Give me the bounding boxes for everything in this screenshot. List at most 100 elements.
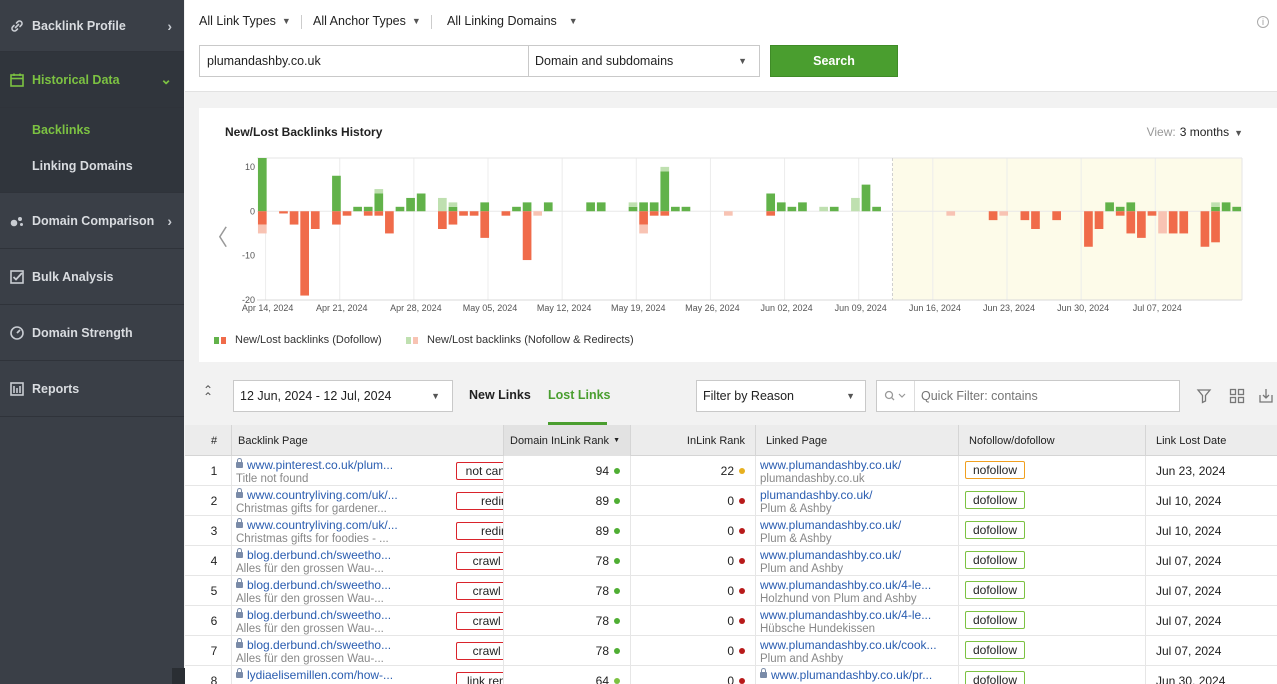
- x-tick-label: Jun 02, 2024: [761, 303, 813, 313]
- backlink-url-link[interactable]: blog.derbund.ch/sweetho...: [236, 608, 391, 622]
- linking-domains-dropdown[interactable]: All Linking Domains ▼: [447, 14, 578, 28]
- table-row[interactable]: 4 blog.derbund.ch/sweetho... Alles für den…: [185, 546, 1277, 576]
- tab-lost-links[interactable]: Lost Links: [548, 388, 611, 402]
- backlink-url-link[interactable]: www.countryliving.com/uk/...: [236, 518, 398, 532]
- funnel-icon[interactable]: [1194, 386, 1214, 406]
- domain-rank-value: 78: [595, 644, 609, 658]
- nav-domain-comparison[interactable]: Domain Comparison ›: [0, 193, 184, 249]
- backlink-url-link[interactable]: lydiaelisemillen.com/how-...: [236, 668, 393, 682]
- highlight-region: [892, 158, 1242, 300]
- col-header-inlink-rank[interactable]: InLink Rank: [631, 425, 756, 456]
- bar-lost-dofollow: [1020, 211, 1030, 221]
- anchor-types-dropdown[interactable]: All Anchor Types ▼: [313, 14, 421, 28]
- linked-url-link[interactable]: www.plumandashby.co.uk/4-le...: [760, 578, 931, 592]
- subnav-linking-domains[interactable]: Linking Domains: [32, 159, 133, 173]
- nav-label: Domain Comparison: [32, 213, 155, 228]
- bar-new-dofollow: [1115, 206, 1125, 212]
- lost-date-cell: Jul 07, 2024: [1146, 606, 1277, 636]
- table-row[interactable]: 8 lydiaelisemillen.com/how-... link remove…: [185, 666, 1277, 684]
- lost-reason-badge: redirect: [456, 492, 503, 510]
- rank-indicator-dot: [614, 678, 620, 684]
- backlink-title: Alles für den grossen Wau-...: [236, 563, 384, 575]
- lost-date-cell: Jul 07, 2024: [1146, 636, 1277, 666]
- backlink-url: blog.derbund.ch/sweetho...: [247, 608, 392, 622]
- date-range-dropdown[interactable]: 12 Jun, 2024 - 12 Jul, 2024 ▼: [233, 380, 453, 412]
- view-period-dropdown[interactable]: View: 3 months ▼: [1147, 125, 1243, 139]
- rank-indicator-dot: [739, 588, 745, 594]
- nav-reports[interactable]: Reports: [0, 361, 184, 417]
- collapse-chart-icon[interactable]: ⌃ ⌃: [203, 383, 214, 404]
- linked-url-link[interactable]: www.plumandashby.co.uk/cook...: [760, 638, 937, 652]
- table-row[interactable]: 6 blog.derbund.ch/sweetho... Alles für den…: [185, 606, 1277, 636]
- col-header-follow[interactable]: Nofollow/dofollow: [959, 425, 1146, 456]
- lock-icon: [236, 578, 243, 588]
- follow-cell: dofollow: [959, 636, 1146, 666]
- col-header-lost-date[interactable]: Link Lost Date: [1156, 434, 1227, 447]
- nav-backlink-profile[interactable]: Backlink Profile ›: [0, 0, 184, 52]
- link-types-dropdown[interactable]: All Link Types ▼: [199, 14, 291, 28]
- table-row[interactable]: 1 www.pinterest.co.uk/plum... Title not fo…: [185, 456, 1277, 486]
- linked-page-cell: www.plumandashby.co.uk/Plum & Ashby: [756, 516, 959, 546]
- nav-historical-data[interactable]: Historical Data ⌄: [0, 52, 184, 108]
- backlink-url-link[interactable]: www.pinterest.co.uk/plum...: [236, 458, 393, 472]
- backlink-page-cell: lydiaelisemillen.com/how-... link removed: [232, 666, 504, 684]
- col-header-linked-page[interactable]: Linked Page: [756, 425, 959, 456]
- backlink-url: www.countryliving.com/uk/...: [247, 518, 398, 532]
- linked-url-link[interactable]: www.plumandashby.co.uk/4-le...: [760, 608, 931, 622]
- backlink-url-link[interactable]: blog.derbund.ch/sweetho...: [236, 638, 391, 652]
- table-row[interactable]: 2 www.countryliving.com/uk/... Christmas g…: [185, 486, 1277, 516]
- bar-lost-dofollow: [310, 211, 320, 229]
- chevron-down-icon: ▼: [281, 16, 291, 26]
- search-button[interactable]: Search: [770, 45, 898, 77]
- linked-title: Plum & Ashby: [760, 533, 832, 545]
- legend-swatch-light-green: [406, 336, 411, 344]
- linked-url-link[interactable]: www.plumandashby.co.uk/: [760, 458, 901, 472]
- bar-lost-dofollow: [1031, 211, 1040, 229]
- table-row[interactable]: 3 www.countryliving.com/uk/... Christmas g…: [185, 516, 1277, 546]
- domain-search-input[interactable]: [199, 45, 529, 77]
- table-row[interactable]: 5 blog.derbund.ch/sweetho... Alles für den…: [185, 576, 1277, 606]
- bar-lost-nofollow: [639, 224, 648, 234]
- backlink-page-cell: www.countryliving.com/uk/... Christmas gi…: [232, 516, 504, 546]
- grid-view-icon[interactable]: [1227, 386, 1247, 406]
- sort-desc-icon: ▼: [613, 437, 620, 444]
- inlink-rank-value: 0: [727, 614, 734, 628]
- quick-filter-input[interactable]: [915, 382, 1175, 410]
- info-icon[interactable]: i: [1257, 16, 1269, 28]
- bar-lost-nofollow: [946, 211, 956, 216]
- bar-lost-dofollow: [766, 211, 776, 216]
- x-tick-label: Jun 16, 2024: [909, 303, 961, 313]
- nav-bulk-analysis[interactable]: Bulk Analysis: [0, 249, 184, 305]
- divider: [301, 15, 302, 29]
- backlink-url-link[interactable]: blog.derbund.ch/sweetho...: [236, 578, 391, 592]
- table-row[interactable]: 7 blog.derbund.ch/sweetho... Alles für den…: [185, 636, 1277, 666]
- links-toolbar: ⌃ ⌃ 12 Jun, 2024 - 12 Jul, 2024 ▼ New Lin…: [185, 370, 1277, 425]
- y-tick-label: 10: [245, 162, 255, 172]
- linked-url-link[interactable]: www.plumandashby.co.uk/pr...: [760, 668, 932, 682]
- row-number: 3: [185, 516, 232, 546]
- row-number: 2: [185, 486, 232, 516]
- export-icon[interactable]: [1256, 386, 1276, 406]
- col-header-label: Domain InLink Rank: [510, 434, 610, 447]
- linked-url-link[interactable]: www.plumandashby.co.uk/: [760, 548, 901, 562]
- col-header-backlink-page[interactable]: Backlink Page: [232, 425, 504, 456]
- col-header-num[interactable]: #: [185, 425, 232, 456]
- bar-lost-nofollow: [999, 211, 1009, 216]
- tab-new-links[interactable]: New Links: [469, 388, 531, 402]
- scope-dropdown[interactable]: Domain and subdomains ▼: [528, 45, 760, 77]
- col-header-domain-rank[interactable]: Domain InLink Rank ▼: [504, 425, 631, 456]
- linked-url-link[interactable]: plumandashby.co.uk/: [760, 488, 873, 502]
- reason-filter-dropdown[interactable]: Filter by Reason ▼: [696, 380, 866, 412]
- nav-domain-strength[interactable]: Domain Strength: [0, 305, 184, 361]
- backlink-url-link[interactable]: blog.derbund.ch/sweetho...: [236, 548, 391, 562]
- bar-lost-dofollow: [1179, 211, 1189, 234]
- linked-url-link[interactable]: www.plumandashby.co.uk/: [760, 518, 901, 532]
- bar-lost-dofollow: [1052, 211, 1061, 221]
- subnav-backlinks[interactable]: Backlinks: [32, 123, 91, 137]
- backlink-url-link[interactable]: www.countryliving.com/uk/...: [236, 488, 398, 502]
- search-options-icon[interactable]: [877, 381, 915, 411]
- chart-prev-arrow-icon[interactable]: 〈: [206, 225, 229, 250]
- follow-cell: nofollow: [959, 456, 1146, 486]
- sidebar-scrollbar[interactable]: [172, 668, 185, 684]
- reason-filter-label: Filter by Reason: [703, 389, 795, 403]
